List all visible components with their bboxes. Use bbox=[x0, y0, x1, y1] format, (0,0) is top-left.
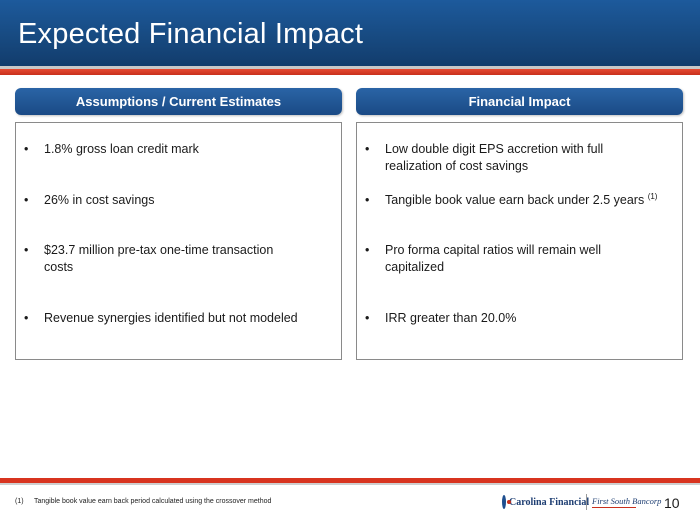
financial-impact-heading: Financial Impact bbox=[356, 88, 683, 115]
page-number: 10 bbox=[664, 495, 680, 511]
bullet-icon: • bbox=[24, 311, 29, 325]
bullet-text: 1.8% gross loan credit mark bbox=[44, 142, 199, 156]
footnote-reference: (1) bbox=[647, 191, 658, 201]
bullet-text: $23.7 million pre-tax one-time transacti… bbox=[44, 243, 274, 274]
bullet-icon: • bbox=[365, 243, 370, 257]
footnote-text: Tangible book value earn back period cal… bbox=[34, 498, 272, 505]
bullet-text-wrap: Tangible book value earn back under 2.5 … bbox=[385, 192, 682, 209]
footer-divider-grey bbox=[0, 483, 700, 485]
bullet-text: Pro forma capital ratios will remain wel… bbox=[385, 243, 602, 274]
footnote: (1) Tangible book value earn back period… bbox=[15, 498, 272, 505]
bullet-text: 26% in cost savings bbox=[44, 193, 155, 207]
assumptions-panel: • 1.8% gross loan credit mark • 26% in c… bbox=[15, 122, 342, 360]
assumptions-heading: Assumptions / Current Estimates bbox=[15, 88, 342, 115]
bullet-icon: • bbox=[24, 193, 29, 207]
carolina-financial-logo: Carolina Financial bbox=[502, 492, 589, 512]
footnote-number: (1) bbox=[15, 498, 24, 505]
title-bar: Expected Financial Impact bbox=[0, 0, 700, 66]
header-divider-grey bbox=[0, 66, 700, 69]
bullet-icon: • bbox=[24, 142, 29, 156]
logo-divider bbox=[586, 494, 587, 510]
financial-impact-panel: • Low double digit EPS accretion with fu… bbox=[356, 122, 683, 360]
page-title: Expected Financial Impact bbox=[18, 18, 364, 50]
bullet-icon: • bbox=[365, 142, 370, 156]
carolina-financial-logo-text: Carolina Financial bbox=[509, 496, 590, 508]
bullet-icon: • bbox=[365, 311, 370, 325]
bullet-text: Tangible book value earn back under 2.5 … bbox=[385, 193, 645, 207]
bullet-text: Low double digit EPS accretion with full… bbox=[385, 142, 604, 173]
carolina-financial-logo-icon bbox=[502, 495, 511, 509]
first-south-logo-underline bbox=[592, 507, 636, 508]
bullet-text: IRR greater than 20.0% bbox=[385, 311, 517, 325]
bullet-icon: • bbox=[365, 193, 370, 207]
first-south-logo: First South Bancorp bbox=[592, 496, 662, 506]
footer-divider-red bbox=[0, 478, 700, 483]
header-divider-red bbox=[0, 69, 700, 75]
bullet-text: Revenue synergies identified but not mod… bbox=[44, 311, 298, 325]
bullet-icon: • bbox=[24, 243, 29, 257]
